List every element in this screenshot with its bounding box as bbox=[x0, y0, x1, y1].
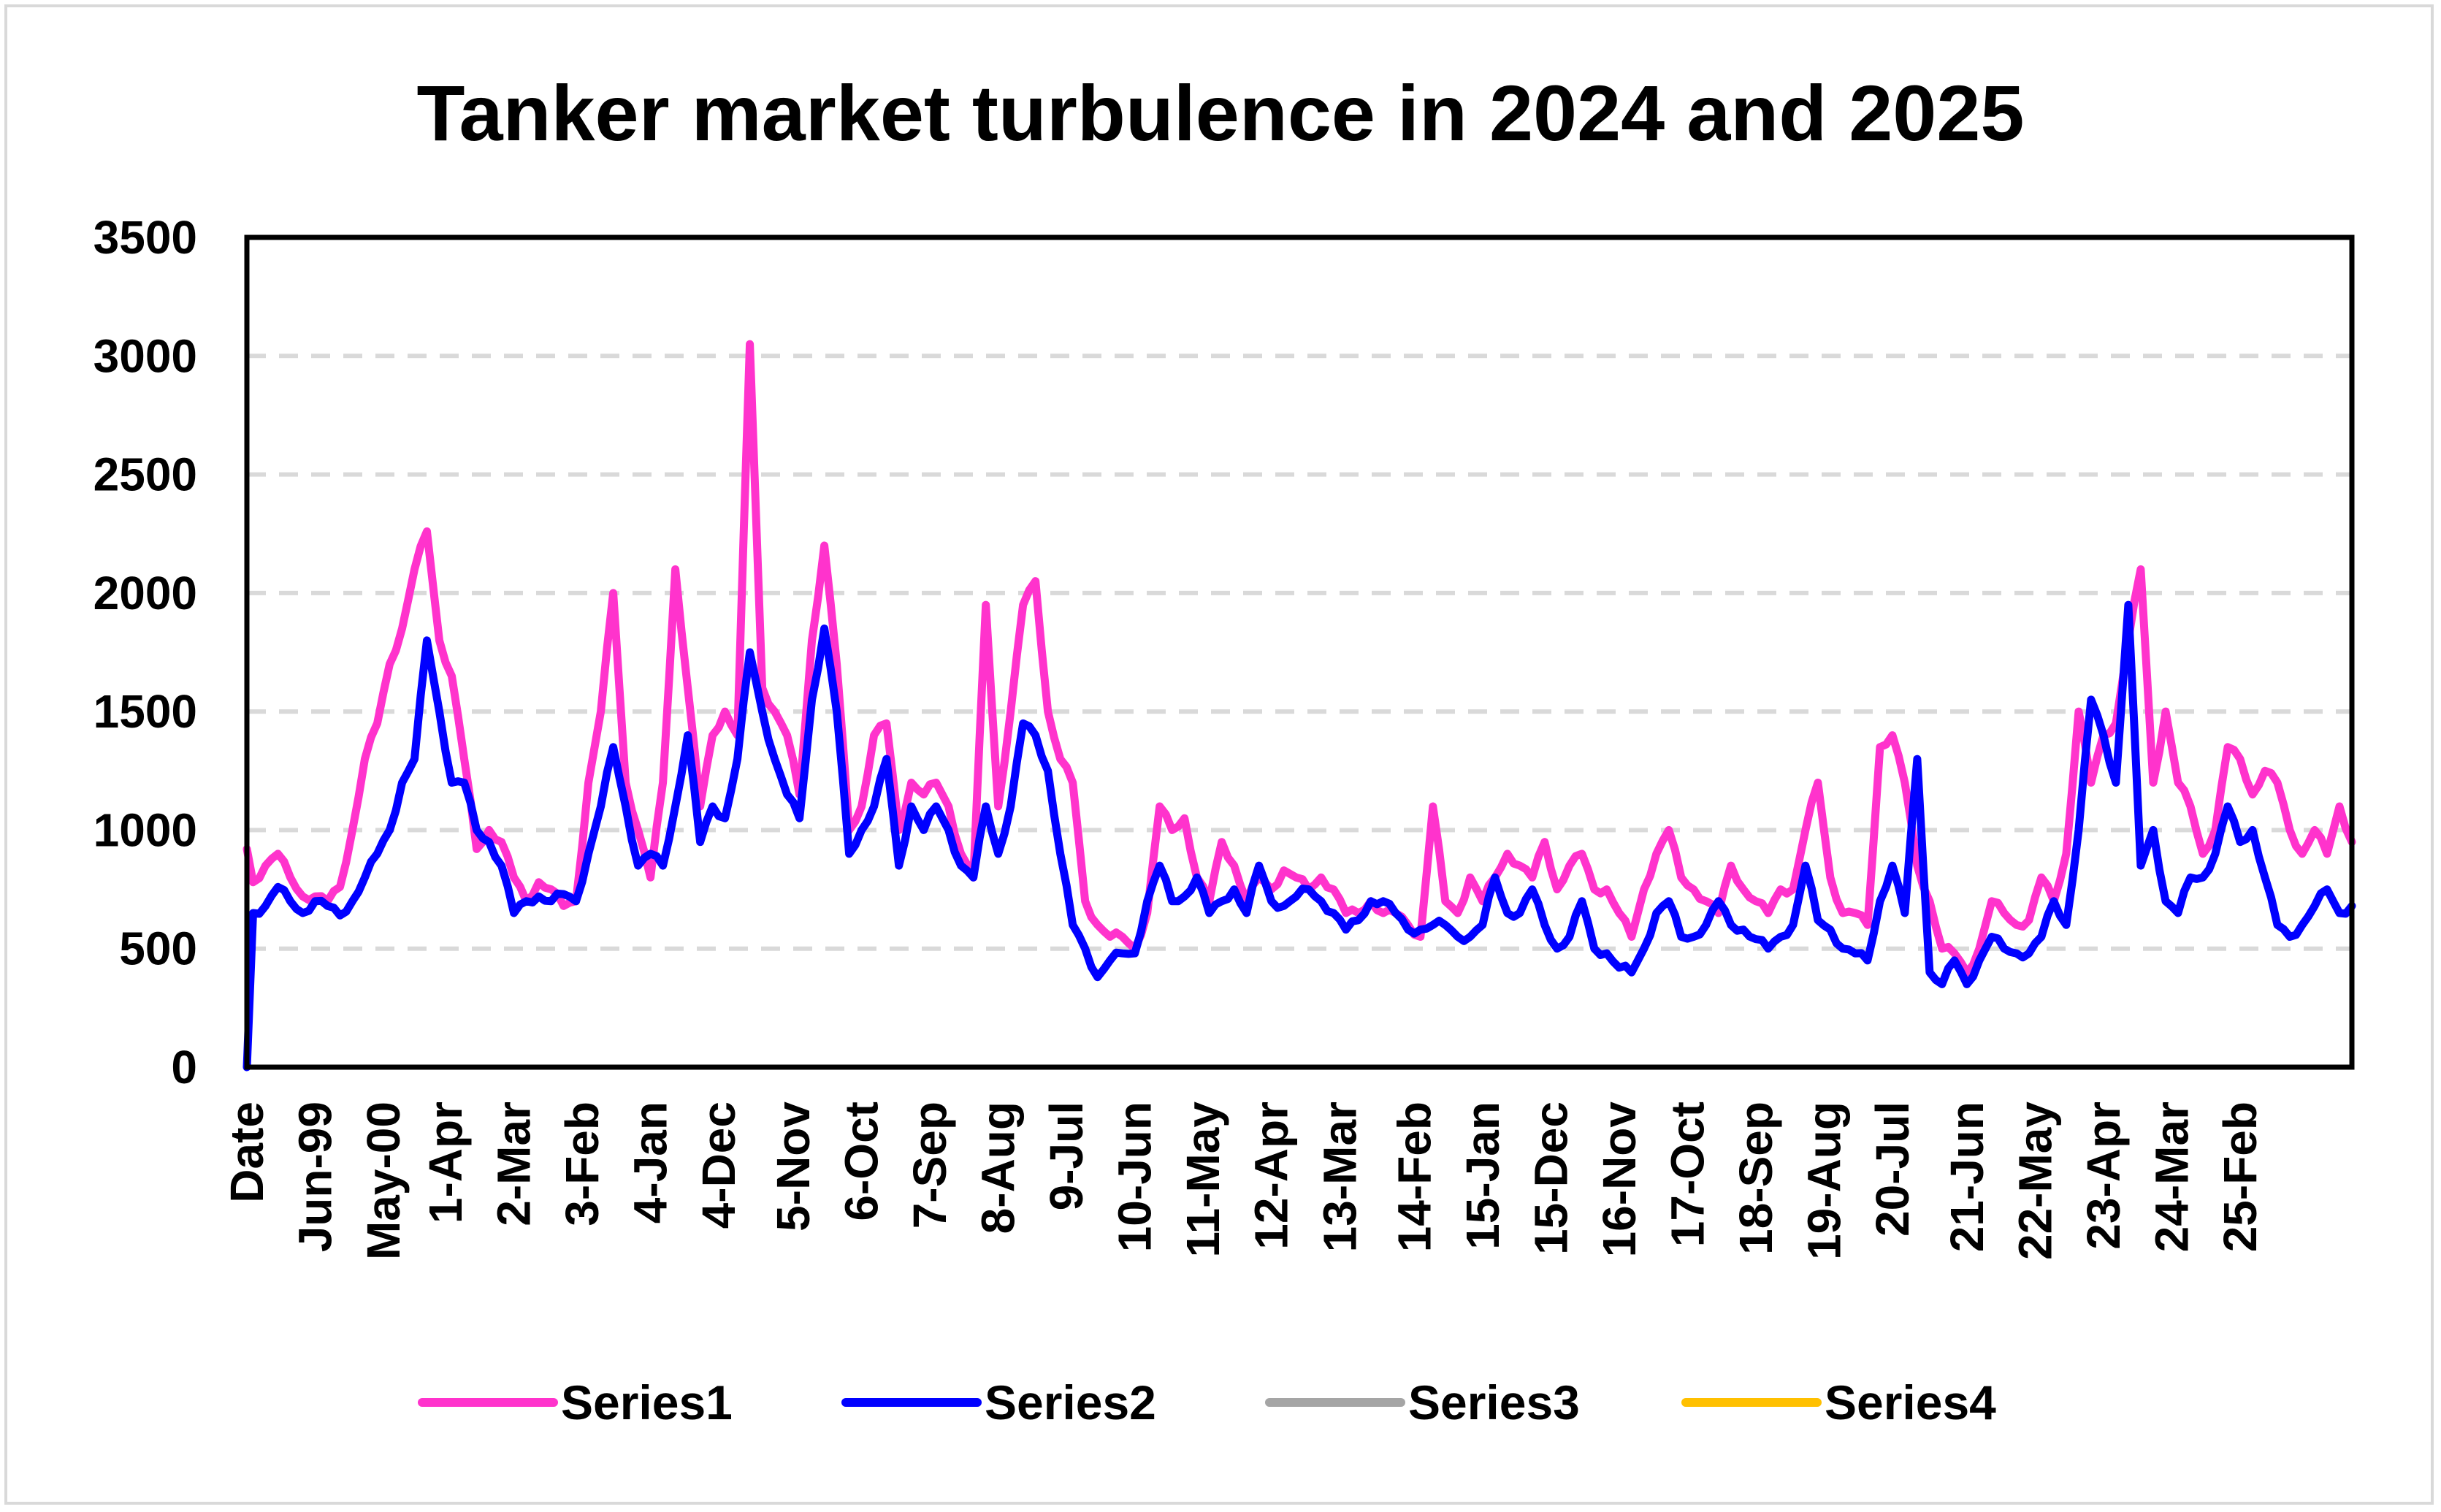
y-axis-tick-labels: 0 500 1000 1500 2000 2500 3000 3500 bbox=[93, 211, 197, 1093]
x-tick-label: 25-Feb bbox=[2214, 1101, 2266, 1252]
x-tick-label: May-00 bbox=[357, 1101, 410, 1260]
x-tick-label: 4-Dec bbox=[692, 1101, 745, 1229]
x-tick-label: 17-Oct bbox=[1661, 1101, 1714, 1247]
legend-label-series4: Series4 bbox=[1825, 1375, 1996, 1429]
x-tick-label: 11-May bbox=[1177, 1101, 1229, 1258]
grid-lines bbox=[247, 354, 2352, 951]
x-tick-label: 22-May bbox=[2009, 1101, 2061, 1260]
series-line-series1 bbox=[242, 340, 2356, 977]
legend-label-series3: Series3 bbox=[1408, 1375, 1580, 1429]
x-tick-label: 4-Jan bbox=[624, 1101, 677, 1223]
x-tick-label: 2-Mar bbox=[488, 1101, 540, 1226]
x-tick-label: Jun-99 bbox=[289, 1101, 342, 1252]
x-tick-label: 13-Mar bbox=[1313, 1101, 1366, 1252]
plot-area-border bbox=[244, 234, 2355, 1070]
series-lines bbox=[242, 340, 2356, 1072]
x-tick-label: 3-Feb bbox=[556, 1101, 608, 1226]
x-tick-label: 10-Jun bbox=[1109, 1101, 1161, 1252]
x-tick-label: 15-Dec bbox=[1524, 1101, 1577, 1255]
x-tick-label: 19-Aug bbox=[1798, 1101, 1850, 1260]
y-tick-label: 500 bbox=[119, 923, 197, 975]
legend: Series1 Series2 Series3 Series4 bbox=[418, 1375, 1996, 1429]
x-tick-label: 6-Oct bbox=[836, 1101, 888, 1221]
x-tick-label: 14-Feb bbox=[1388, 1101, 1440, 1252]
y-tick-label: 2500 bbox=[93, 448, 197, 501]
x-axis-tick-labels: Date Jun-99 May-00 1-Apr 2-Mar 3-Feb 4-Jan 4-De… bbox=[221, 1101, 2266, 1260]
y-tick-label: 1500 bbox=[93, 685, 197, 738]
x-tick-label: 24-Mar bbox=[2145, 1101, 2198, 1252]
y-tick-label: 2000 bbox=[93, 567, 197, 619]
x-tick-label: 16-Nov bbox=[1593, 1101, 1646, 1258]
x-tick-label: 21-Jun bbox=[1941, 1101, 1993, 1252]
y-tick-label: 0 bbox=[171, 1041, 197, 1093]
y-tick-label: 3500 bbox=[93, 211, 197, 264]
x-tick-label: 18-Sep bbox=[1730, 1101, 1782, 1255]
x-tick-label: Date bbox=[221, 1101, 273, 1203]
x-tick-label: 9-Jul bbox=[1040, 1101, 1093, 1210]
legend-label-series2: Series2 bbox=[985, 1375, 1156, 1429]
series-line-series2 bbox=[242, 600, 2356, 1072]
x-tick-label: 20-Jul bbox=[1866, 1101, 1919, 1237]
x-tick-label: 8-Aug bbox=[972, 1101, 1025, 1234]
x-tick-label: 12-Apr bbox=[1245, 1101, 1298, 1250]
x-tick-label: 23-Apr bbox=[2077, 1101, 2130, 1250]
x-tick-label: 1-Apr bbox=[419, 1101, 472, 1223]
y-tick-label: 3000 bbox=[93, 329, 197, 382]
legend-label-series1: Series1 bbox=[561, 1375, 733, 1429]
chart-title: Tanker market turbulence in 2024 and 202… bbox=[417, 69, 2025, 157]
x-tick-label: 5-Nov bbox=[767, 1101, 820, 1232]
x-tick-label: 7-Sep bbox=[904, 1101, 956, 1229]
chart-frame bbox=[4, 4, 2434, 1505]
y-tick-label: 1000 bbox=[93, 803, 197, 856]
x-tick-label: 15-Jan bbox=[1456, 1101, 1509, 1250]
